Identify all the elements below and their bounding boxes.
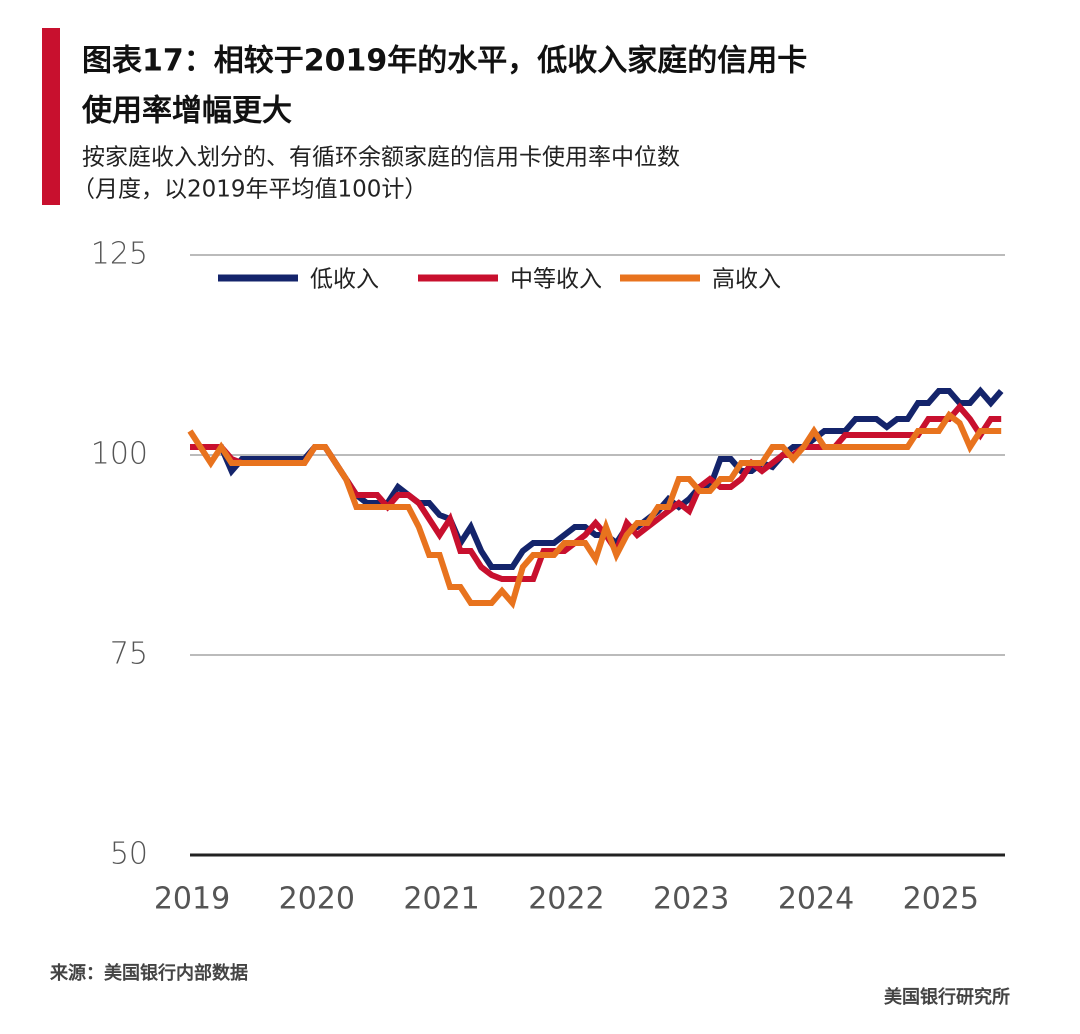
y-tick-label: 50 [110,837,148,872]
accent-bar [42,28,60,205]
x-tick-label: 2019 [154,882,230,917]
legend-label: 高收入 [712,267,781,293]
line-series [190,386,1004,570]
x-tick-label: 2020 [279,882,355,917]
x-tick-label: 2021 [403,882,479,917]
x-tick-label: 2022 [528,882,604,917]
chart-title: 图表17：相较于2019年的水平，低收入家庭的信用卡 [82,44,807,79]
legend-label: 中等收入 [510,267,602,293]
x-tick-label: 2025 [903,882,979,917]
x-tick-label: 2024 [778,882,854,917]
y-tick-label: 125 [91,237,148,272]
x-tick-label: 2023 [653,882,729,917]
subtitle: （月度，以2019年平均值100计） [72,177,427,203]
y-tick-label: 75 [110,637,148,672]
line-series [187,410,1002,610]
y-tick-label: 100 [91,437,148,472]
subtitle: 按家庭收入划分的、有循环余额家庭的信用卡使用率中位数 [82,145,680,171]
source: 来源：美国银行内部数据 [49,962,248,984]
chart-title: 使用率增幅更大 [81,94,292,129]
legend-label: 低收入 [310,267,379,293]
brand: 美国银行研究所 [884,986,1010,1008]
